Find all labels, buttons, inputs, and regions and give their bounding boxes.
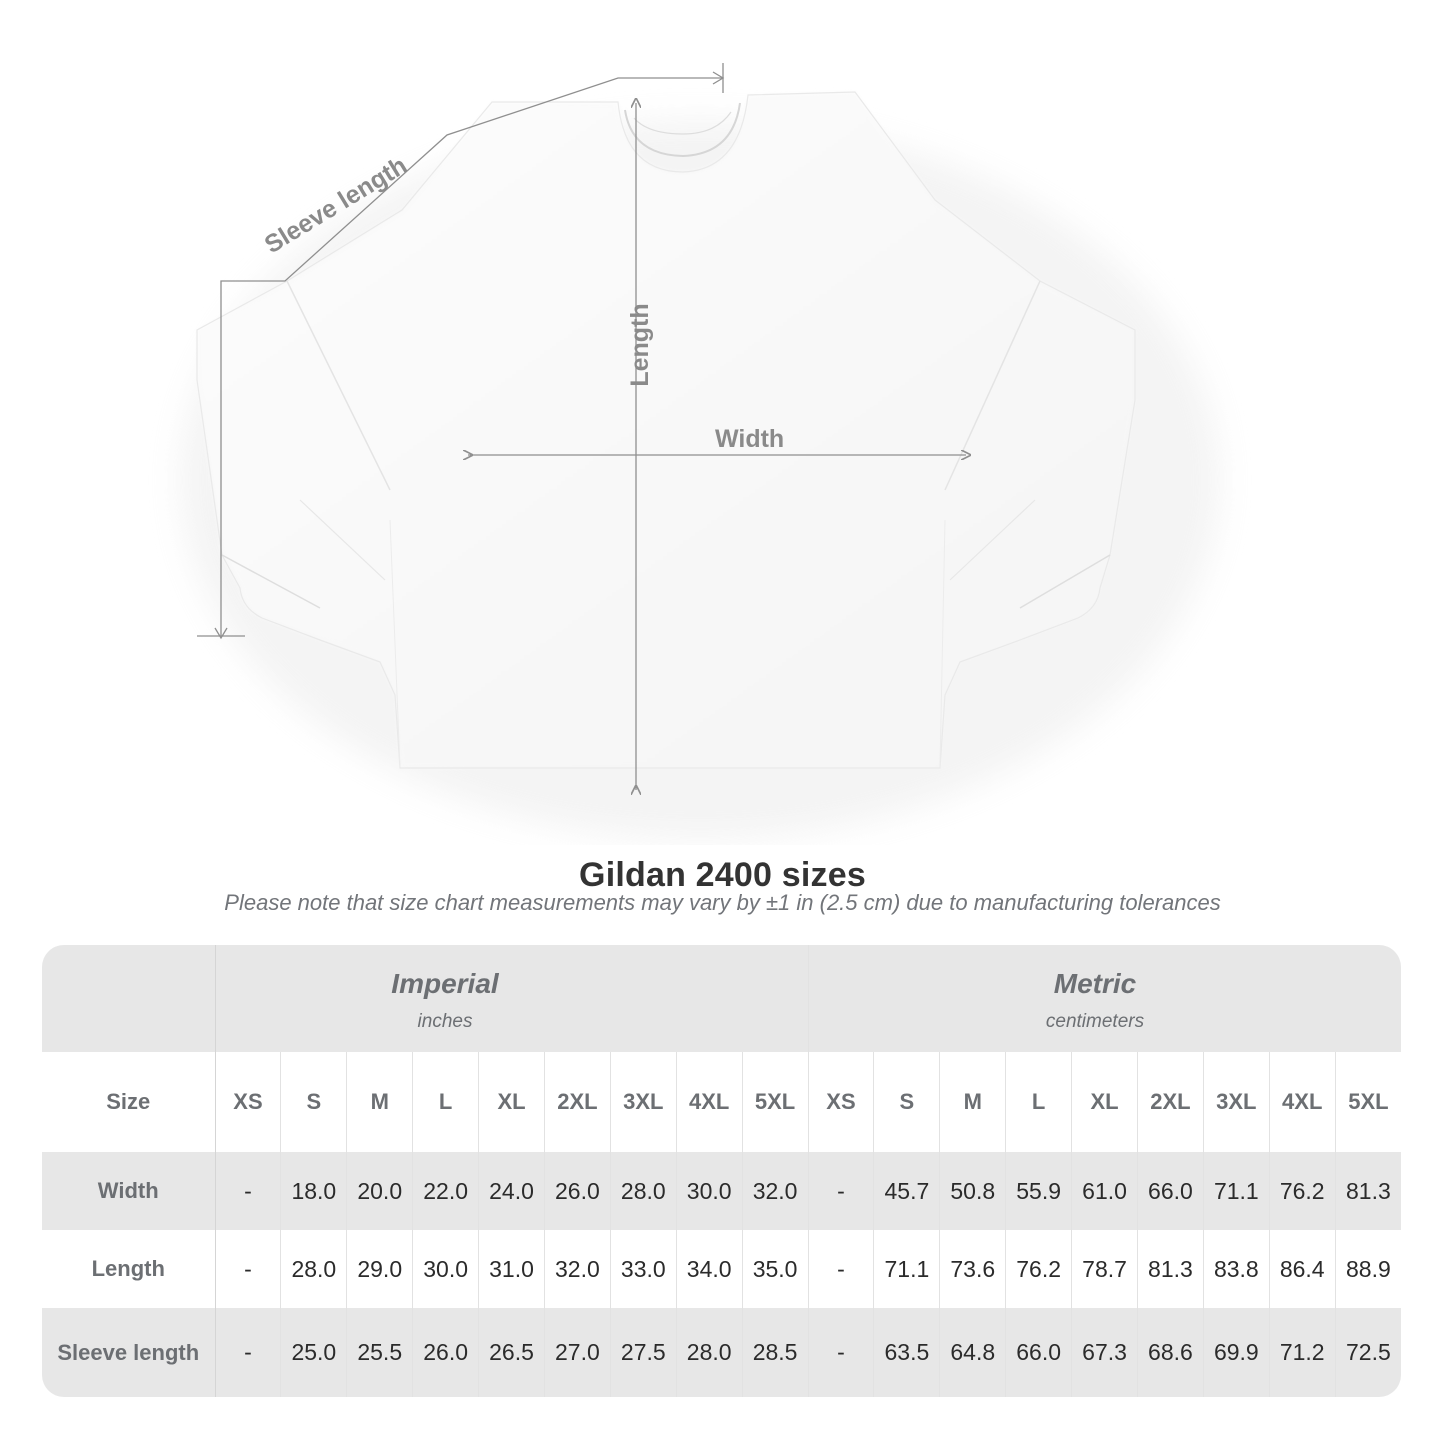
svg-text:Sleeve length: Sleeve length: [260, 151, 412, 259]
svg-text:Width: Width: [715, 425, 784, 453]
svg-text:Length: Length: [626, 303, 654, 386]
